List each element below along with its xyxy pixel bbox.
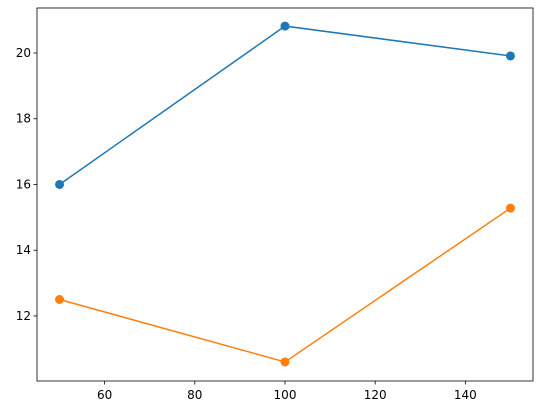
x-tick-label: 120 — [364, 388, 387, 402]
point — [55, 179, 65, 189]
point — [505, 51, 515, 61]
series-line — [59, 207, 511, 363]
y-tick-label: 16 — [16, 177, 31, 191]
point — [505, 203, 515, 213]
y-tick-label: 12 — [16, 309, 31, 323]
x-tick-label: 60 — [97, 388, 112, 402]
x-tick-label: 100 — [274, 388, 297, 402]
point — [280, 21, 290, 31]
y-tick-label: 18 — [16, 112, 31, 126]
point — [55, 294, 65, 304]
x-tick-label: 80 — [187, 388, 202, 402]
x-tick-label: 140 — [454, 388, 477, 402]
y-tick-label: 14 — [16, 243, 31, 257]
series-line — [59, 25, 511, 186]
y-tick-label: 20 — [16, 46, 31, 60]
point — [280, 357, 290, 367]
axes-frame — [36, 7, 534, 382]
